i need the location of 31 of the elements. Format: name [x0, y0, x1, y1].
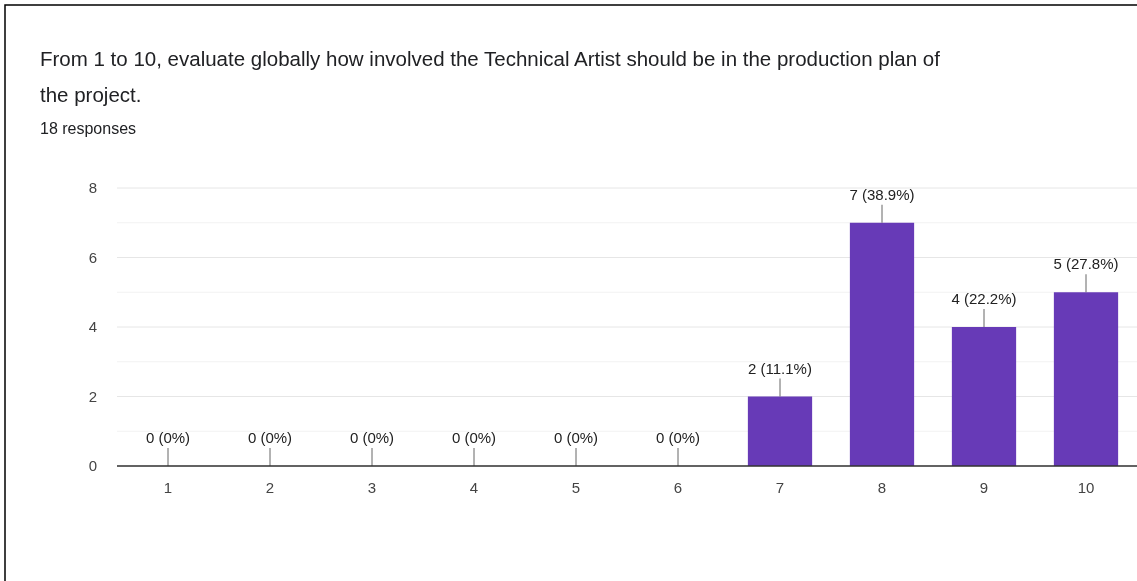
chart-subtitle: 18 responses	[40, 120, 137, 137]
data-label: 5 (27.8%)	[1053, 255, 1119, 273]
x-tick-label: 6	[673, 479, 683, 496]
x-tick-label: 3	[367, 479, 377, 496]
data-label: 7 (38.9%)	[849, 185, 915, 203]
data-label: 0 (0%)	[247, 429, 293, 446]
x-tick-label: 1	[163, 479, 173, 496]
y-tick-label: 8	[88, 179, 97, 196]
x-tick-label: 5	[571, 479, 581, 496]
x-tick-label: 9	[979, 479, 989, 496]
data-label: 2 (11.1%)	[748, 359, 812, 377]
data-label: 0 (0%)	[451, 429, 497, 446]
data-label: 4 (22.2%)	[951, 290, 1017, 307]
bar	[1053, 292, 1119, 466]
x-tick-label: 4	[469, 479, 479, 496]
bar	[951, 327, 1017, 466]
y-tick-label: 6	[88, 248, 97, 266]
bar	[747, 396, 813, 466]
y-tick-label: 2	[88, 387, 97, 405]
data-label: 0 (0%)	[145, 429, 191, 446]
data-label: 0 (0%)	[655, 429, 701, 446]
x-tick-label: 10	[1077, 479, 1095, 496]
y-tick-label: 0	[88, 457, 97, 474]
bar	[849, 222, 915, 466]
y-tick-label: 4	[88, 318, 97, 335]
x-tick-label: 8	[877, 479, 887, 496]
data-label: 0 (0%)	[349, 429, 395, 446]
x-tick-label: 2	[265, 479, 275, 496]
x-tick-label: 7	[775, 479, 785, 496]
data-label: 0 (0%)	[553, 429, 599, 446]
chart-title: From 1 to 10, evaluate globally how involved the Technical Artist should be in the production plan of the project.	[40, 47, 941, 106]
